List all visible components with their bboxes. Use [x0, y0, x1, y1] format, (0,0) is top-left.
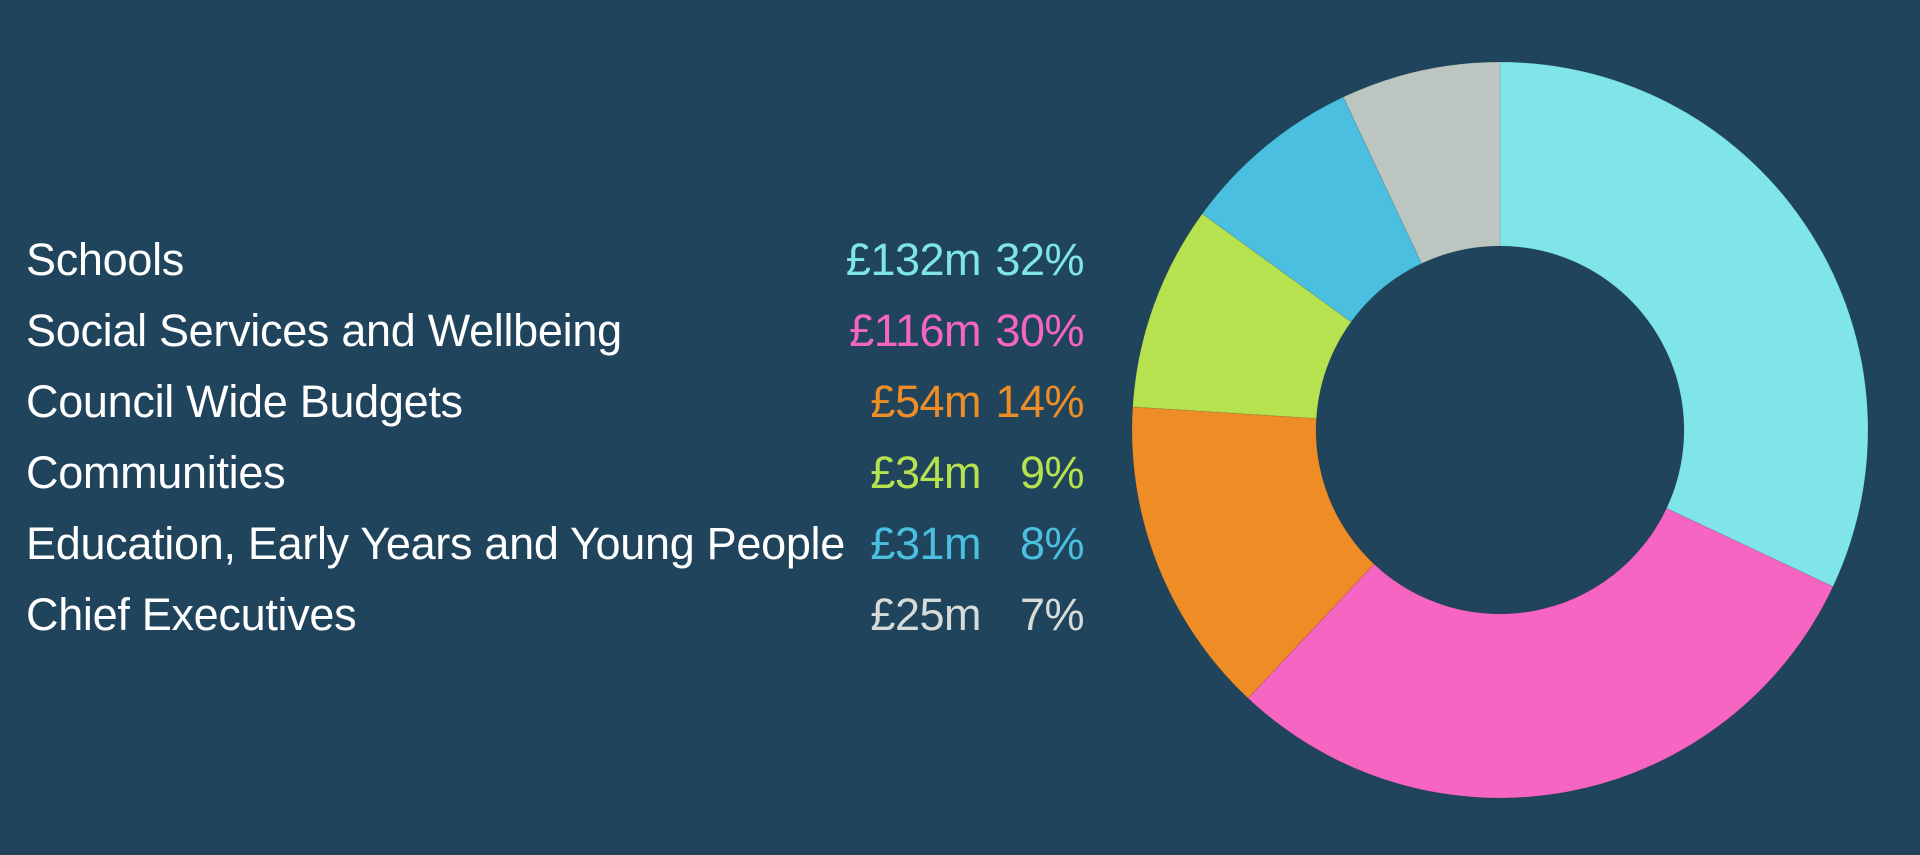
legend-label: Council Wide Budgets	[26, 376, 463, 427]
legend-row-education: Education, Early Years and Young People …	[26, 516, 1086, 587]
legend-percent: 8%	[1019, 518, 1085, 569]
legend-percent: 32%	[995, 234, 1084, 285]
donut-slice-communities	[1132, 212, 1352, 419]
donut-slice-schools	[1499, 61, 1869, 588]
legend-row-schools: Schools £132m 32%	[26, 232, 1086, 303]
legend-amount: £31m	[870, 518, 981, 569]
donut-slice-council-wide-budgets	[1131, 406, 1375, 699]
legend-row-communities: Communities £34m 9%	[26, 445, 1086, 516]
legend-percent: 30%	[995, 305, 1084, 356]
legend-label: Social Services and Wellbeing	[26, 305, 622, 356]
legend-percent: 7%	[1019, 589, 1085, 640]
legend-label: Communities	[26, 447, 286, 498]
legend-amount: £132m	[845, 234, 982, 285]
legend-percent: 14%	[995, 376, 1084, 427]
donut-chart	[1131, 61, 1869, 799]
legend-row-social-services: Social Services and Wellbeing £116m 30%	[26, 303, 1086, 374]
legend-label: Education, Early Years and Young People	[26, 518, 845, 569]
legend-amount: £54m	[870, 376, 981, 427]
donut-slice-chief-executives	[1342, 61, 1501, 265]
legend-amount: £25m	[870, 589, 981, 640]
chart-legend: Schools £132m 32% Social Services and We…	[26, 232, 1086, 658]
donut-slice-education-early-years-and-young-people	[1201, 96, 1423, 323]
legend-amount: £116m	[849, 305, 981, 356]
legend-label: Chief Executives	[26, 589, 357, 640]
legend-row-chief-executives: Chief Executives £25m 7%	[26, 587, 1086, 658]
legend-row-council-wide: Council Wide Budgets £54m 14%	[26, 374, 1086, 445]
legend-label: Schools	[26, 234, 184, 285]
legend-percent: 9%	[1019, 447, 1085, 498]
legend-amount: £34m	[870, 447, 981, 498]
donut-slice-social-services-and-wellbeing	[1247, 507, 1834, 799]
